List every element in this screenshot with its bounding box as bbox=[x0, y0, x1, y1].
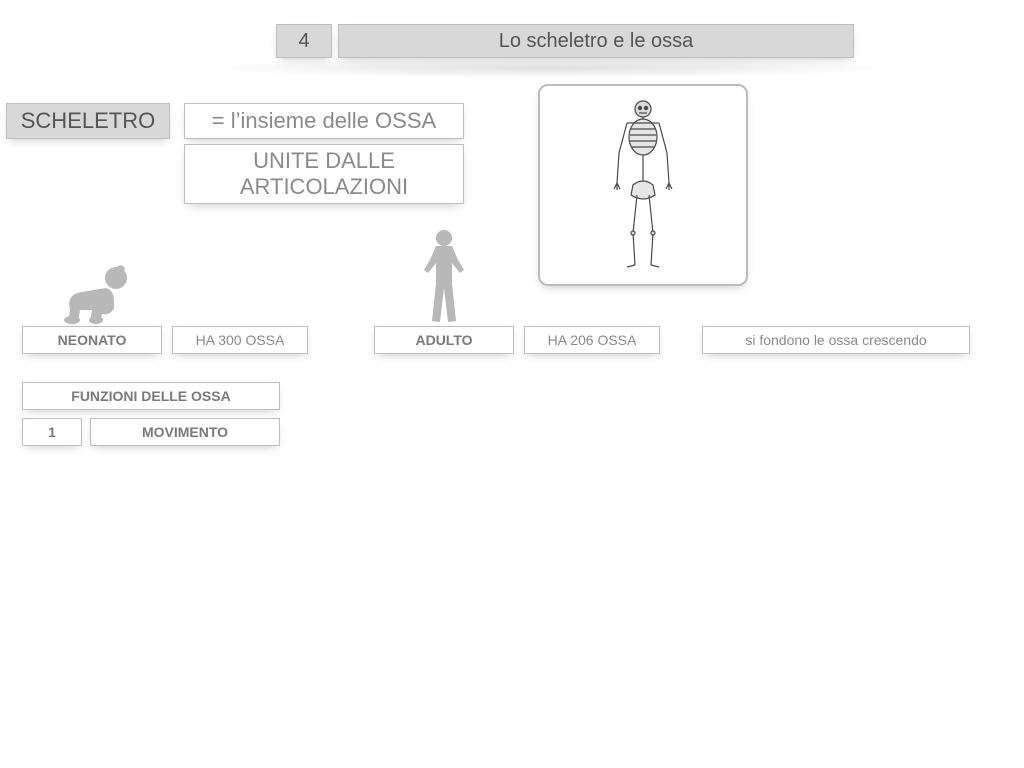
scheletro-label: SCHELETRO bbox=[21, 108, 155, 134]
definition-box-1: = l’insieme delle OSSA bbox=[184, 103, 464, 139]
adulto-value-box: HA 206 OSSA bbox=[524, 326, 660, 354]
slide-title-box: Lo scheletro e le ossa bbox=[338, 24, 854, 58]
definition-box-2: UNITE DALLE ARTICOLAZIONI bbox=[184, 144, 464, 204]
fuse-note-box: si fondono le ossa crescendo bbox=[702, 326, 970, 354]
funzioni-title: FUNZIONI DELLE OSSA bbox=[71, 388, 230, 404]
funzioni-title-box: FUNZIONI DELLE OSSA bbox=[22, 382, 280, 410]
title-shadow bbox=[200, 58, 900, 78]
funzione-name-box: MOVIMENTO bbox=[90, 418, 280, 446]
human-skeleton-icon bbox=[593, 95, 693, 275]
funzione-number: 1 bbox=[48, 424, 56, 440]
funzione-name: MOVIMENTO bbox=[142, 424, 228, 440]
slide-number: 4 bbox=[298, 30, 309, 53]
scheletro-label-box: SCHELETRO bbox=[6, 103, 170, 139]
slide-number-box: 4 bbox=[276, 24, 332, 58]
slide-title: Lo scheletro e le ossa bbox=[499, 30, 694, 53]
neonato-value: HA 300 OSSA bbox=[196, 332, 285, 348]
neonato-value-box: HA 300 OSSA bbox=[172, 326, 308, 354]
funzione-number-box: 1 bbox=[22, 418, 82, 446]
definition-text-2b: ARTICOLAZIONI bbox=[240, 174, 408, 200]
adulto-value: HA 206 OSSA bbox=[548, 332, 637, 348]
adult-standing-icon bbox=[414, 228, 474, 326]
neonato-label: NEONATO bbox=[58, 332, 127, 348]
neonato-label-box: NEONATO bbox=[22, 326, 162, 354]
definition-text-2a: UNITE DALLE bbox=[253, 148, 395, 174]
adulto-label: ADULTO bbox=[415, 332, 472, 348]
adulto-label-box: ADULTO bbox=[374, 326, 514, 354]
skeleton-frame bbox=[538, 84, 748, 286]
fuse-note: si fondono le ossa crescendo bbox=[745, 332, 926, 348]
definition-text-1: = l’insieme delle OSSA bbox=[212, 108, 436, 134]
baby-crawling-icon bbox=[56, 260, 136, 326]
